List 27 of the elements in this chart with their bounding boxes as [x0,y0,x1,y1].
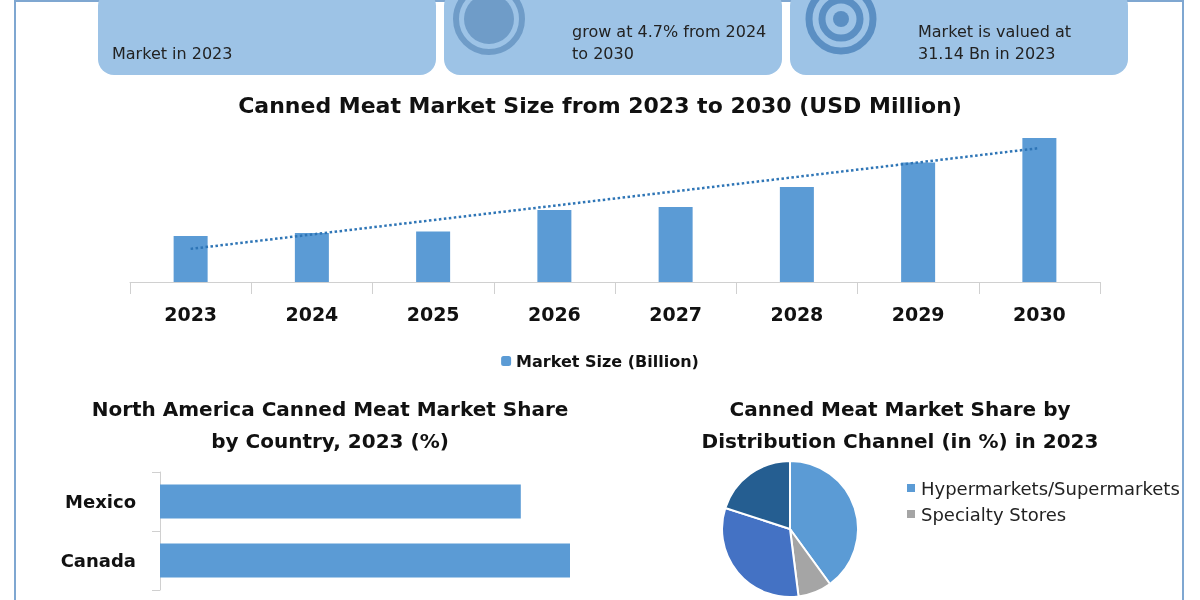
legend-label: Market Size (Billion) [516,351,699,371]
x-tick-label: 2030 [1012,302,1066,325]
y-tick-label: Canada [60,550,136,571]
bar [537,210,572,282]
bar [901,162,936,282]
x-tick-label: 2029 [891,302,945,325]
x-tick-label: 2024 [285,302,339,325]
text: Market in 2023 [112,43,234,65]
text: grow at 4.7% from 2024 to 2030 [572,21,768,65]
legend-label: Specialty Stores [921,503,1067,525]
y-tick-label: Mexico [65,491,136,512]
bar [779,186,814,282]
x-tick-label: 2023 [164,302,218,325]
bar [658,207,693,282]
x-tick-label: 2026 [527,302,581,325]
chart-title: Canned Meat Market Share by Distribution Channel (in %) in 2023 [701,397,1099,453]
bar [1022,138,1057,282]
text: Market is valued at 31.14 Bn in 2023 [918,21,1072,65]
bar [294,233,329,282]
bar [416,231,451,282]
x-tick-label: 2027 [649,302,703,325]
chart-title: North America Canned Meat Market Share by Country, 2023 (%) [91,397,569,453]
bar [173,235,208,282]
x-tick-label: 2028 [770,302,824,325]
chart-title: Canned Meat Market Size from 2023 to 2030 (USD Million) [238,92,962,118]
x-tick-label: 2025 [406,302,460,325]
legend-label: Hypermarkets/Supermarkets [921,477,1180,499]
